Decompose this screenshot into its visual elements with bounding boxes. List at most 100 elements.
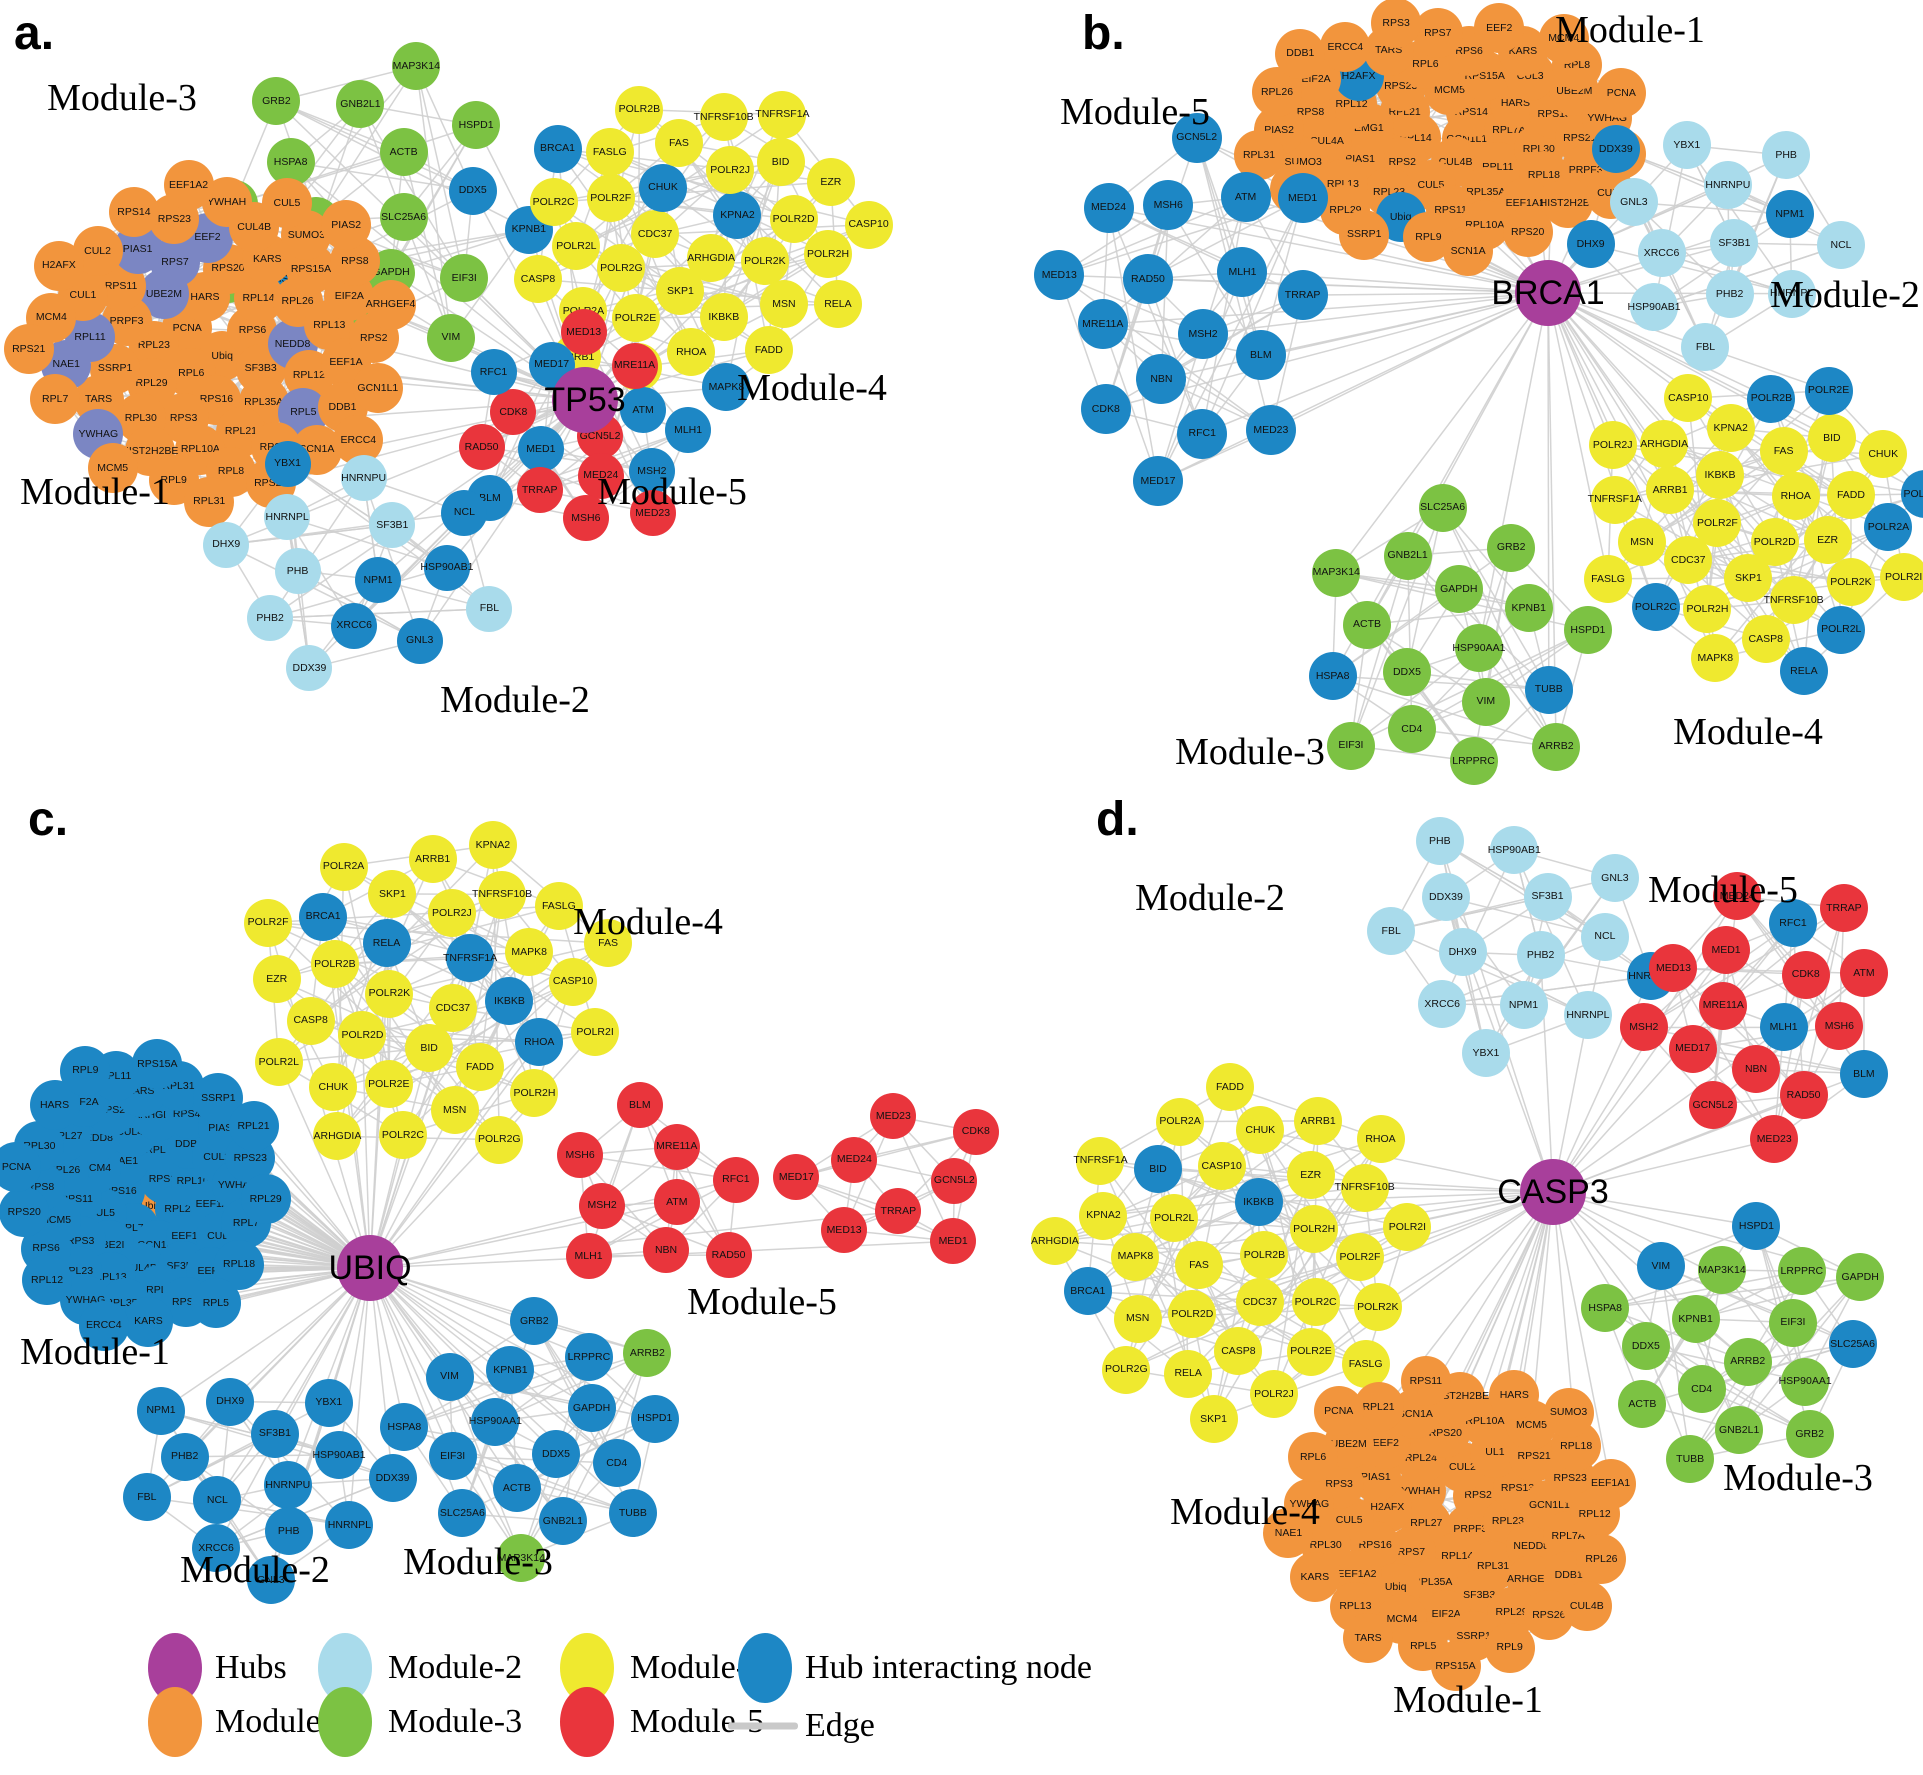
node-atm: ATM bbox=[1220, 172, 1271, 223]
node-rela: RELA bbox=[1164, 1349, 1213, 1398]
node-hsp90aa1: HSP90AA1 bbox=[1452, 623, 1505, 672]
module-label: Module-3 bbox=[1175, 731, 1325, 773]
node-polr2b: POLR2B bbox=[1747, 374, 1796, 423]
node-tnfrsf10b: TNFRSF10B bbox=[1335, 1163, 1395, 1212]
legend-swatch-interacting bbox=[738, 1633, 792, 1703]
node-vim: VIM bbox=[1461, 677, 1510, 726]
node-mapk8: MAPK8 bbox=[1691, 634, 1740, 683]
node-gnb2l1: GNB2L1 bbox=[1383, 531, 1432, 580]
node-chuk: CHUK bbox=[309, 1063, 358, 1112]
node-med17: MED17 bbox=[773, 1154, 820, 1201]
node-cdk8: CDK8 bbox=[1781, 950, 1830, 999]
module-label: Module-5 bbox=[597, 471, 747, 513]
node-polr2c: POLR2C bbox=[378, 1111, 427, 1159]
node-hnrnpu: HNRNPU bbox=[340, 455, 387, 502]
node-gnl3: GNL3 bbox=[246, 1556, 295, 1605]
node-med23: MED23 bbox=[1245, 405, 1296, 456]
node-hspd1: HSPD1 bbox=[630, 1394, 679, 1443]
node-hnrnpl: HNRNPL bbox=[1563, 991, 1612, 1040]
node-blm: BLM bbox=[616, 1082, 663, 1129]
node-hnrnpl: HNRNPL bbox=[264, 494, 311, 541]
node-hars: HARS bbox=[1489, 1370, 1540, 1421]
node-polr2f: POLR2F bbox=[1693, 498, 1742, 547]
node-rpl9: RPL9 bbox=[60, 1045, 111, 1096]
node-msn: MSN bbox=[430, 1085, 479, 1134]
legend-swatch-module3 bbox=[318, 1687, 372, 1757]
hub-node-tp53: TP53 bbox=[544, 367, 626, 433]
node-ncl: NCL bbox=[1580, 912, 1629, 961]
panel-letter: c. bbox=[28, 793, 69, 846]
node-cul4b: CUL4B bbox=[1561, 1581, 1612, 1632]
node-fbl: FBL bbox=[1681, 323, 1730, 372]
node-rpl31: RPL31 bbox=[184, 476, 235, 527]
node-mcm5: MCM5 bbox=[87, 443, 138, 494]
node-fas: FAS bbox=[584, 919, 633, 968]
node-hsp90ab1: HSP90AB1 bbox=[1628, 282, 1681, 331]
node-hspa8: HSPA8 bbox=[380, 1403, 429, 1451]
node-polr2h: POLR2H bbox=[1290, 1205, 1339, 1254]
node-xrcc6: XRCC6 bbox=[1637, 229, 1686, 278]
node-mapk8: MAPK8 bbox=[702, 363, 751, 412]
node-blm: BLM bbox=[1235, 330, 1286, 381]
module-label: Module-2 bbox=[180, 1549, 330, 1591]
node-cdc37: CDC37 bbox=[428, 983, 477, 1032]
legend-label: Module-2 bbox=[388, 1649, 523, 1686]
node-fbl: FBL bbox=[466, 585, 513, 632]
node-rfc1: RFC1 bbox=[470, 349, 517, 396]
node-brca1: BRCA1 bbox=[299, 892, 348, 941]
module-label: Module-3 bbox=[47, 77, 197, 119]
node-med23: MED23 bbox=[629, 489, 676, 536]
module-label: Module-5 bbox=[687, 1281, 837, 1323]
node-mcm4: MCM4 bbox=[1538, 13, 1589, 64]
node-msh2: MSH2 bbox=[628, 447, 675, 494]
node-polr2d: POLR2D bbox=[338, 1011, 387, 1060]
node-bid: BID bbox=[1134, 1145, 1183, 1194]
node-polr2k: POLR2K bbox=[1826, 557, 1875, 606]
node-hspa8: HSPA8 bbox=[266, 138, 315, 187]
node-kars: KARS bbox=[123, 1296, 174, 1347]
module-label: Module-4 bbox=[1170, 1491, 1320, 1533]
node-phb2: PHB2 bbox=[1705, 270, 1754, 319]
node-rhoa: RHOA bbox=[1771, 472, 1820, 521]
node-brca1: BRCA1 bbox=[1063, 1267, 1112, 1316]
node-skp1: SKP1 bbox=[1724, 554, 1773, 603]
node-rpl5: RPL5 bbox=[190, 1278, 241, 1329]
node-pcna: PCNA bbox=[1596, 67, 1647, 118]
module-label: Module-1 bbox=[20, 471, 170, 513]
node-med13: MED13 bbox=[821, 1206, 868, 1253]
node-rpl9: RPL9 bbox=[1484, 1622, 1535, 1673]
node-trrap: TRRAP bbox=[1819, 883, 1868, 932]
node-med13: MED13 bbox=[1649, 944, 1698, 993]
node-rps20: RPS20 bbox=[1502, 207, 1553, 258]
node-ercc4: ERCC4 bbox=[333, 414, 384, 465]
node-rad50: RAD50 bbox=[1779, 1070, 1828, 1119]
node-dhx9: DHX9 bbox=[206, 1377, 255, 1426]
node-fadd: FADD bbox=[456, 1042, 505, 1091]
node-rfc1: RFC1 bbox=[712, 1156, 759, 1203]
node-fas: FAS bbox=[1175, 1240, 1223, 1289]
node-polr2a: POLR2A bbox=[319, 842, 368, 891]
module-label: Module-3 bbox=[1723, 1457, 1873, 1499]
node-hnrnpu: HNRNPU bbox=[1703, 160, 1752, 209]
node-tnfrsf10b: TNFRSF10B bbox=[472, 870, 532, 919]
node-npm1: NPM1 bbox=[137, 1386, 186, 1435]
node-polr2a: POLR2A bbox=[1864, 503, 1913, 552]
node-faslg: FASLG bbox=[534, 881, 583, 930]
hub-node-brca1: BRCA1 bbox=[1491, 260, 1605, 326]
node-msh6: MSH6 bbox=[557, 1132, 604, 1179]
node-sumo3: SUMO3 bbox=[1543, 1387, 1594, 1438]
node-hspd1: HSPD1 bbox=[1732, 1201, 1781, 1250]
legend-swatch-module1 bbox=[148, 1687, 202, 1757]
node-ikbkb: IKBKB bbox=[1696, 450, 1744, 499]
panel-letter: b. bbox=[1082, 7, 1125, 60]
node-tubb: TUBB bbox=[1666, 1434, 1715, 1483]
node-tnfrsf10b: TNFRSF10B bbox=[694, 93, 754, 142]
node-phb: PHB bbox=[1762, 131, 1811, 180]
node-ddb1: DDB1 bbox=[1275, 28, 1326, 79]
node-faslg: FASLG bbox=[1341, 1339, 1390, 1388]
node-polr2l: POLR2L bbox=[1817, 605, 1866, 654]
node-polr2i: POLR2I bbox=[1383, 1203, 1432, 1252]
node-tnfrsf1a: TNFRSF1A bbox=[1588, 475, 1642, 524]
node-ybx1: YBX1 bbox=[264, 440, 311, 487]
node-gnb2l1: GNB2L1 bbox=[336, 80, 385, 129]
